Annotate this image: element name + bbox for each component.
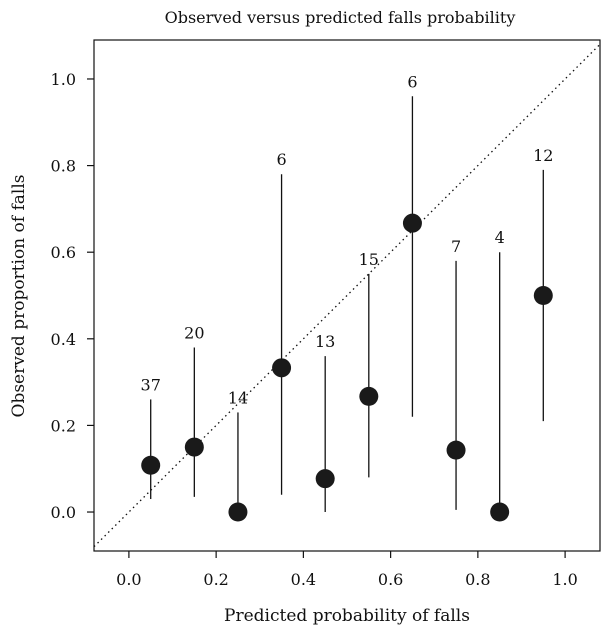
x-tick-label: 0.2 xyxy=(203,570,228,589)
x-tick-label: 0.8 xyxy=(465,570,490,589)
data-point xyxy=(446,440,466,460)
data-point xyxy=(533,286,553,305)
data-point xyxy=(402,213,422,233)
y-tick-label: 0.0 xyxy=(51,503,76,522)
count-label: 7 xyxy=(451,237,461,256)
chart-title: Observed versus predicted falls probabil… xyxy=(165,8,516,27)
count-label: 6 xyxy=(276,150,286,169)
y-axis-label: Observed proportion of falls xyxy=(9,175,29,418)
data-point xyxy=(490,502,510,522)
x-tick-label: 1.0 xyxy=(552,570,577,589)
x-axis: 0.0 0.2 0.4 0.6 0.8 1.0 xyxy=(116,551,578,589)
y-tick-label: 1.0 xyxy=(51,70,76,89)
count-label: 37 xyxy=(141,375,161,394)
data-point xyxy=(228,502,248,522)
x-axis-label: Predicted probability of falls xyxy=(224,606,470,626)
count-label: 15 xyxy=(359,250,379,269)
data-marks: 37 20 14 6 13 15 6 7 4 12 xyxy=(141,72,553,522)
reference-diagonal-line xyxy=(93,43,601,548)
count-label: 20 xyxy=(184,323,204,342)
data-point xyxy=(184,437,204,457)
y-tick-label: 0.6 xyxy=(51,243,76,262)
count-label: 6 xyxy=(407,72,417,91)
plot-frame xyxy=(93,39,601,552)
y-axis: 0.0 0.2 0.4 0.6 0.8 1.0 xyxy=(51,70,94,522)
count-label: 12 xyxy=(533,146,553,165)
count-label: 13 xyxy=(315,332,335,351)
count-label: 14 xyxy=(228,388,248,407)
x-tick-label: 0.6 xyxy=(378,570,403,589)
data-point xyxy=(359,386,379,406)
data-point xyxy=(141,455,161,475)
y-tick-label: 0.8 xyxy=(51,157,76,176)
data-point xyxy=(315,469,335,489)
data-point xyxy=(272,358,292,378)
y-tick-label: 0.4 xyxy=(51,330,76,349)
y-tick-label: 0.2 xyxy=(51,416,76,435)
x-tick-label: 0.4 xyxy=(291,570,316,589)
count-label: 4 xyxy=(495,228,505,247)
x-tick-label: 0.0 xyxy=(116,570,141,589)
